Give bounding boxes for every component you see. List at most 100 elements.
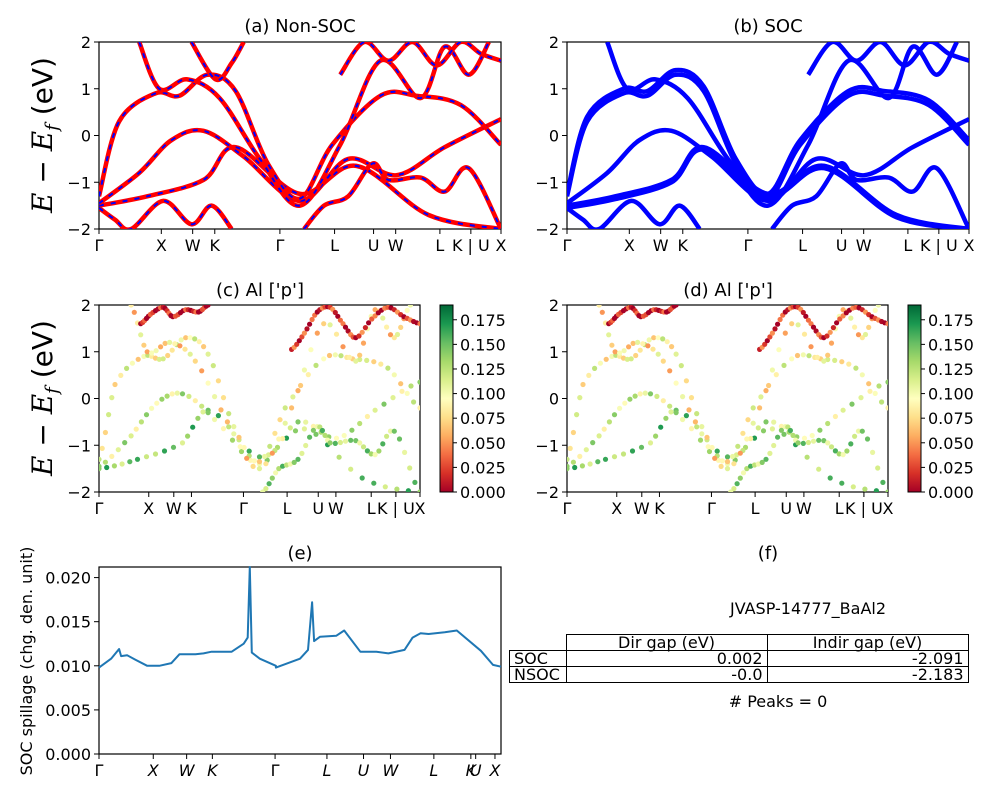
panel-b-ytick-label: 0	[549, 127, 559, 146]
projection-point	[182, 346, 188, 352]
projection-point	[291, 459, 297, 465]
panel-a-xtick-label: L	[435, 236, 444, 255]
band-line	[567, 117, 969, 206]
panel-c-xtick-label: L	[283, 499, 292, 518]
panel-a-xtick-label: X	[496, 236, 507, 255]
projection-point	[391, 428, 397, 434]
projection-point	[846, 361, 852, 367]
projection-point	[338, 353, 344, 359]
projection-point	[748, 463, 754, 469]
projection-point	[106, 412, 112, 418]
panel-c-xtick-label: Γ	[95, 499, 104, 518]
projection-point	[263, 486, 269, 492]
projection-point	[337, 439, 343, 446]
projection-point	[852, 433, 858, 439]
projection-point	[813, 328, 819, 334]
projection-point	[215, 378, 221, 384]
projection-point	[161, 448, 168, 454]
projection-point	[832, 413, 839, 420]
projection-point	[694, 424, 700, 430]
projection-point	[307, 434, 313, 440]
projection-point	[313, 362, 319, 368]
projection-point	[680, 416, 686, 423]
projection-point	[771, 442, 777, 449]
projection-point	[236, 434, 242, 440]
projection-point	[301, 330, 307, 336]
projection-point	[308, 347, 314, 353]
header-dir-gap: Dir gap (eV)	[565, 634, 768, 651]
projection-point	[186, 393, 192, 399]
panel-a-xtick-label: W	[185, 236, 201, 255]
projection-point	[417, 489, 420, 492]
projection-point	[866, 381, 872, 387]
projection-point	[745, 417, 751, 423]
table-row: NSOC -0.0 -2.183	[509, 666, 969, 683]
projection-point	[663, 415, 669, 421]
projection-point	[272, 430, 278, 436]
projection-point	[789, 321, 795, 327]
projection-point	[848, 315, 854, 321]
projection-point	[199, 368, 205, 374]
projection-point	[301, 367, 307, 373]
projection-point	[795, 440, 801, 446]
projection-point	[402, 449, 408, 455]
projection-point	[870, 449, 876, 455]
projection-point	[849, 401, 855, 407]
projection-point	[226, 411, 232, 417]
projection-point	[404, 307, 410, 313]
projection-point	[237, 444, 243, 450]
projection-point	[287, 461, 293, 467]
projection-point	[781, 431, 787, 437]
projection-point	[141, 342, 147, 348]
panel-d-xtick-label: Γ	[563, 499, 572, 518]
projection-point	[224, 419, 230, 425]
title-d: (d) Al ['p']	[683, 280, 773, 301]
projection-point	[767, 450, 773, 456]
projection-point	[855, 428, 862, 434]
projection-point	[611, 412, 618, 418]
projection-point	[673, 410, 679, 416]
projection-point	[192, 398, 198, 404]
band-line	[806, 42, 969, 77]
projection-point	[327, 440, 333, 446]
projection-point	[167, 339, 173, 345]
panel-a-ytick-label: 2	[81, 33, 91, 52]
projection-point	[627, 396, 633, 402]
projection-point	[626, 344, 632, 350]
panel-c-ytick-label: 0	[81, 390, 91, 409]
projection-point	[769, 367, 776, 373]
projection-point	[660, 336, 666, 342]
projection-point	[646, 337, 652, 343]
projection-point	[313, 431, 319, 437]
projection-point	[292, 428, 299, 434]
projection-point	[699, 431, 705, 437]
cell-nsoc-indir: -2.183	[766, 666, 969, 683]
panel-d-xtick-label: Γ	[707, 499, 716, 518]
projection-point	[567, 445, 573, 451]
projection-point	[800, 309, 806, 316]
projection-point	[305, 372, 311, 378]
projection-point	[372, 313, 378, 319]
projection-point	[321, 356, 327, 362]
panel-c-xtick-label: W	[166, 499, 182, 518]
projection-point	[647, 391, 654, 397]
projection-point	[642, 390, 648, 396]
panel-b-xtick-label: L	[903, 236, 912, 255]
projection-point	[875, 465, 881, 471]
projection-point	[801, 331, 808, 337]
projection-point	[326, 352, 333, 359]
projection-point	[417, 379, 420, 385]
projection-point	[244, 455, 250, 461]
projection-point	[806, 353, 812, 359]
panel-d-xtick-label: X	[883, 499, 894, 518]
projection-point	[332, 352, 338, 358]
panel-b-xtick-label: U	[836, 236, 848, 255]
projection-point	[303, 442, 309, 449]
projection-point	[731, 486, 737, 492]
row-label-nsoc: NSOC	[509, 666, 567, 683]
projection-point	[630, 340, 636, 346]
projection-point	[289, 405, 295, 411]
projection-point	[781, 362, 787, 368]
